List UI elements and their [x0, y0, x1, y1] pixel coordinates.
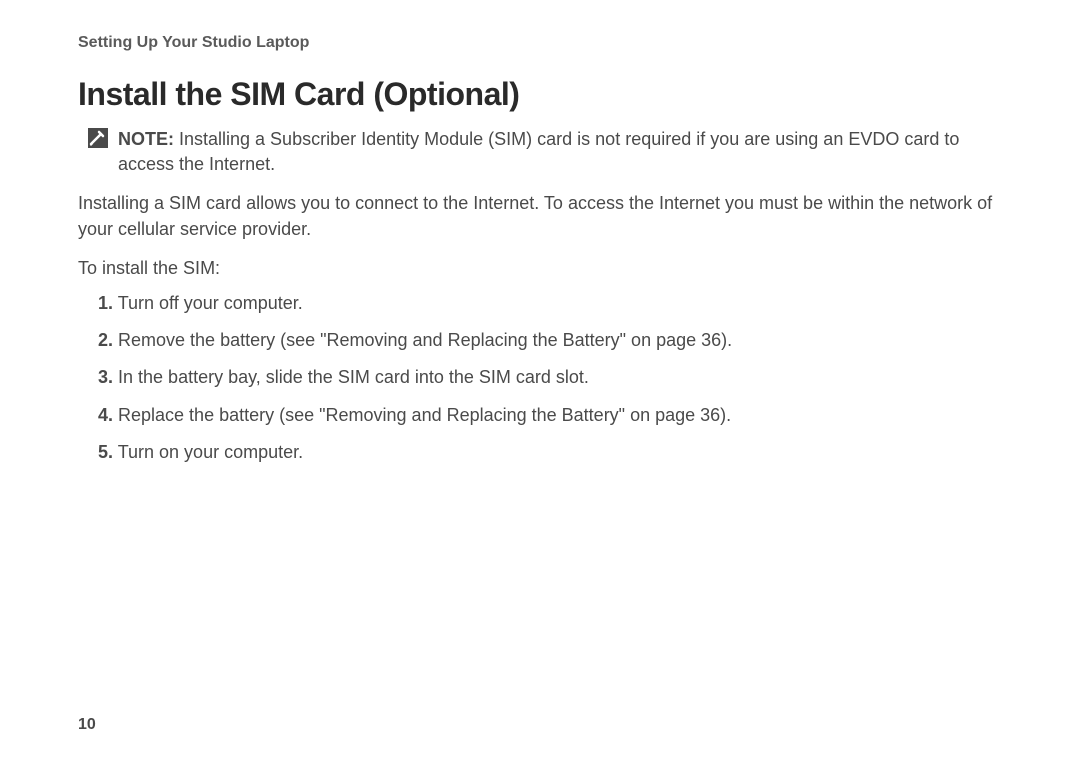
body-paragraph-1: Installing a SIM card allows you to conn… [78, 191, 1002, 241]
page-title: Install the SIM Card (Optional) [78, 76, 1002, 113]
step-text: Replace the battery (see "Removing and R… [113, 405, 731, 425]
step-number: 3. [98, 367, 113, 387]
note-block: NOTE: Installing a Subscriber Identity M… [78, 127, 1002, 177]
step-item: 1. Turn off your computer. [98, 291, 1002, 316]
step-text: Remove the battery (see "Removing and Re… [113, 330, 732, 350]
section-header: Setting Up Your Studio Laptop [78, 34, 1002, 52]
step-number: 5. [98, 442, 113, 462]
page-number: 10 [78, 716, 96, 734]
note-text-container: NOTE: Installing a Subscriber Identity M… [118, 127, 1002, 177]
step-text: Turn off your computer. [113, 293, 303, 313]
step-item: 4. Replace the battery (see "Removing an… [98, 403, 1002, 428]
steps-intro: To install the SIM: [78, 256, 1002, 281]
step-text: Turn on your computer. [113, 442, 303, 462]
step-item: 2. Remove the battery (see "Removing and… [98, 328, 1002, 353]
step-text: In the battery bay, slide the SIM card i… [113, 367, 589, 387]
step-item: 3. In the battery bay, slide the SIM car… [98, 365, 1002, 390]
step-item: 5. Turn on your computer. [98, 440, 1002, 465]
steps-list: 1. Turn off your computer. 2. Remove the… [78, 291, 1002, 465]
note-label: NOTE: [118, 129, 174, 149]
note-icon [88, 128, 108, 148]
note-body: Installing a Subscriber Identity Module … [118, 129, 959, 174]
step-number: 1. [98, 293, 113, 313]
step-number: 2. [98, 330, 113, 350]
step-number: 4. [98, 405, 113, 425]
